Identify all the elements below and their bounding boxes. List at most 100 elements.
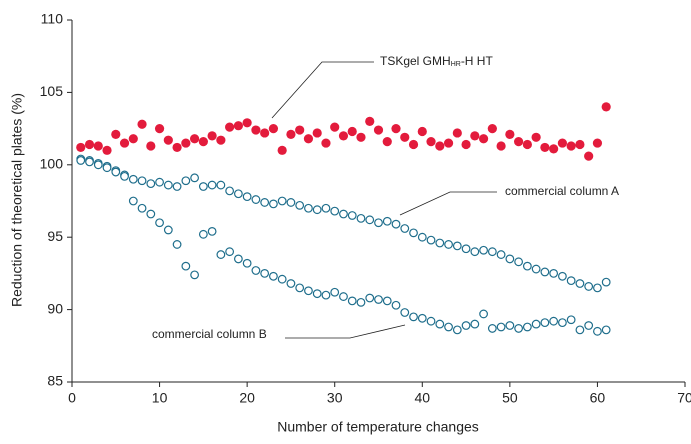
data-point [444,240,453,249]
data-point [321,290,331,300]
x-tick-label: 70 [677,390,691,406]
data-point [277,145,287,155]
data-point [426,137,436,147]
data-point [102,163,112,173]
data-point [137,203,147,213]
data-point [426,235,436,245]
data-point [216,180,226,190]
data-point [444,322,453,332]
data-point [365,215,375,225]
data-point [373,125,384,135]
series-label: commercial column A [505,184,619,198]
data-point [461,321,471,330]
data-point [198,182,208,191]
leader-line [399,191,497,216]
data-point [312,289,322,299]
series-label-part: -H HT [461,54,494,68]
data-point [233,189,243,199]
data-point [558,271,567,281]
data-point [321,203,331,213]
data-point [260,269,270,278]
data-point [356,297,366,307]
x-tick-label: 10 [152,390,168,406]
data-point [356,132,366,142]
data-point [374,295,383,304]
data-point [146,141,156,151]
data-point [76,142,86,153]
data-point [593,326,602,336]
data-point [417,313,427,323]
data-point [531,132,541,142]
x-tick-label: 60 [590,390,606,406]
data-point [277,274,287,284]
y-axis-title: Reduction of theoretical plates (%) [9,93,25,307]
data-point [312,128,322,138]
data-point [479,309,488,319]
data-point [435,238,445,248]
data-point [146,209,156,219]
data-point [225,186,235,196]
data-point [601,325,611,335]
data-point [470,131,480,141]
data-point [242,192,252,202]
data-point [522,139,532,150]
data-point [269,271,278,281]
data-point [540,142,550,153]
leader-line [271,61,374,119]
data-point [452,128,462,138]
data-point [391,124,401,134]
data-point [487,324,497,333]
data-point [522,322,532,332]
data-point [321,138,331,148]
data-point [304,286,313,296]
data-point [128,174,138,184]
data-point [268,124,279,134]
data-point [522,261,532,271]
data-point [461,139,471,150]
data-point [181,176,191,186]
x-axis-title: Number of temperature changes [277,419,479,435]
data-point [514,137,524,147]
data-point [76,156,86,165]
y-tick-label: 95 [47,228,63,244]
data-point [190,173,200,183]
data-point [391,219,401,229]
data-point [575,325,585,335]
data-point [470,247,480,257]
data-point [478,134,489,144]
data-point [251,266,261,275]
data-point [286,279,296,288]
data-point [496,141,506,151]
x-tick-label: 20 [239,390,255,406]
data-point [84,139,95,150]
data-point [172,182,182,191]
data-point [566,141,576,151]
data-point [172,240,182,249]
data-point [382,137,392,147]
data-point [470,319,480,329]
data-point [251,125,261,135]
data-point [295,200,305,210]
data-point [584,282,594,291]
data-point [111,129,121,139]
data-point [514,257,524,267]
data-point [409,228,418,238]
data-point [487,247,497,257]
data-point [146,179,156,189]
data-point [417,126,427,137]
data-point [233,121,243,131]
data-point [496,322,506,332]
data-point [251,195,261,204]
data-point [549,144,559,154]
data-point [207,180,217,190]
data-point [584,321,594,330]
data-point [365,116,375,126]
data-point [190,270,200,280]
series-label: commercial column B [152,327,267,341]
data-point [330,206,340,216]
data-point [198,137,208,147]
data-point [435,319,445,329]
data-point [347,296,357,306]
data-point [443,138,454,148]
data-point [391,300,401,310]
